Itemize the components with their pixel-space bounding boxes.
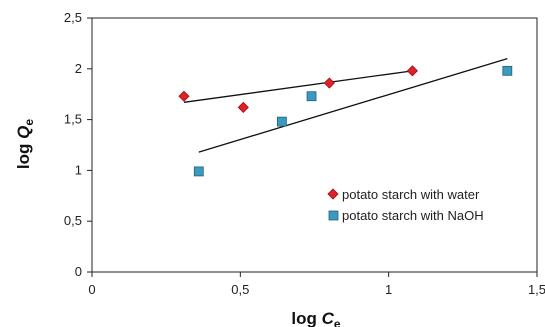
data-point-diamond: [406, 65, 418, 77]
legend-item-naoh: potato starch with NaOH: [328, 208, 484, 223]
legend-item-water: potato starch with water: [327, 187, 480, 202]
x-tick-label: 0: [88, 282, 95, 297]
legend-label-water: potato starch with water: [342, 187, 480, 202]
x-tick-label: 0,5: [231, 282, 249, 297]
data-point-diamond: [237, 101, 249, 113]
y-tick-label: 2,5: [64, 10, 82, 25]
y-tick-label: 1,5: [64, 112, 82, 127]
y-tick-label: 1: [75, 162, 82, 177]
legend-label-naoh: potato starch with NaOH: [342, 208, 484, 223]
data-point-diamond: [323, 77, 335, 89]
legend-marker-naoh: [328, 210, 339, 221]
x-axis-label: log Ce: [291, 309, 341, 327]
data-point-square: [306, 91, 317, 102]
x-tick-label: 1,5: [528, 282, 545, 297]
legend-marker-water: [327, 188, 339, 200]
plot-frame: [91, 17, 538, 273]
trendline-series-2: [198, 58, 508, 153]
trendline-series-1: [183, 70, 413, 103]
data-point-square: [502, 65, 513, 76]
data-point-square: [193, 166, 204, 177]
x-tick-label: 1: [385, 282, 392, 297]
y-axis-label: log Qe: [14, 119, 36, 169]
plot-area: 0 0,5 1 1,5 2 2,5 0 0,5 1 1,5: [64, 10, 545, 297]
y-tick-label: 2: [75, 61, 82, 76]
data-point-diamond: [178, 90, 190, 102]
legend: potato starch with water potato starch w…: [327, 187, 484, 223]
y-tick-label: 0: [75, 264, 82, 279]
data-point-square: [276, 116, 287, 127]
y-tick-label: 0,5: [64, 213, 82, 228]
